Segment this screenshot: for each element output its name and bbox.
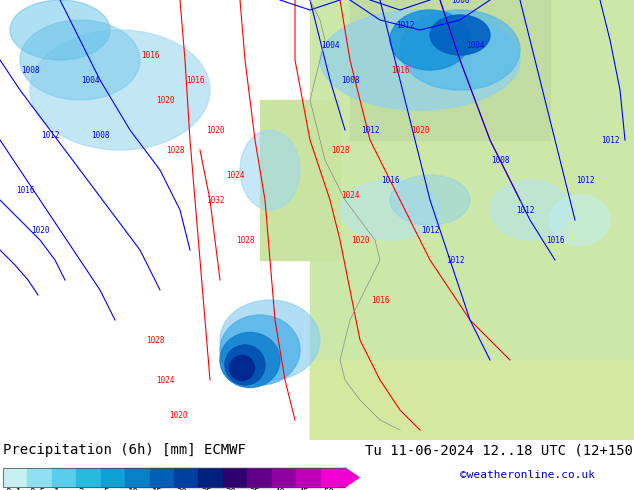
Text: 1008: 1008 — [491, 155, 509, 165]
Text: 1012: 1012 — [41, 130, 59, 140]
Text: 1012: 1012 — [421, 225, 439, 235]
Text: 1028: 1028 — [165, 146, 184, 154]
Text: 1008: 1008 — [91, 130, 109, 140]
Ellipse shape — [220, 333, 280, 388]
Ellipse shape — [220, 315, 300, 385]
Text: 1: 1 — [55, 488, 60, 490]
Ellipse shape — [10, 0, 110, 60]
Bar — [101, 468, 125, 487]
Bar — [198, 468, 223, 487]
Text: 1028: 1028 — [146, 336, 164, 344]
Bar — [3, 468, 345, 487]
Text: 1016: 1016 — [141, 50, 159, 59]
Text: 1028: 1028 — [331, 146, 349, 154]
Polygon shape — [345, 468, 359, 487]
Text: 1016: 1016 — [186, 75, 204, 84]
Ellipse shape — [230, 356, 254, 381]
Text: 10: 10 — [127, 488, 138, 490]
Bar — [272, 468, 296, 487]
Ellipse shape — [550, 195, 610, 245]
Text: 1020: 1020 — [31, 225, 49, 235]
Bar — [310, 360, 634, 440]
Ellipse shape — [240, 130, 300, 210]
Bar — [321, 468, 345, 487]
Text: Precipitation (6h) [mm] ECMWF: Precipitation (6h) [mm] ECMWF — [3, 443, 246, 457]
Text: 50: 50 — [323, 488, 333, 490]
Text: 1016: 1016 — [16, 186, 34, 195]
Text: 1020: 1020 — [156, 96, 174, 104]
Text: 5: 5 — [103, 488, 108, 490]
Ellipse shape — [400, 10, 520, 90]
Bar — [125, 468, 150, 487]
Ellipse shape — [320, 10, 520, 110]
Ellipse shape — [220, 300, 320, 380]
Text: 15: 15 — [152, 488, 163, 490]
Text: 1012: 1012 — [396, 21, 414, 29]
Text: 1016: 1016 — [381, 175, 399, 185]
Text: 1012: 1012 — [601, 136, 619, 145]
Ellipse shape — [20, 20, 140, 100]
Ellipse shape — [30, 30, 210, 150]
Ellipse shape — [225, 345, 265, 385]
Text: 1020: 1020 — [411, 125, 429, 134]
Text: 1020: 1020 — [169, 411, 187, 419]
Text: 1012: 1012 — [576, 175, 594, 185]
Bar — [150, 468, 174, 487]
Text: 1004: 1004 — [466, 41, 484, 49]
Ellipse shape — [430, 15, 490, 55]
Bar — [247, 468, 272, 487]
Text: 1012: 1012 — [446, 255, 464, 265]
Text: 1016: 1016 — [371, 295, 389, 304]
Text: 1004: 1004 — [81, 75, 100, 84]
Text: 1012: 1012 — [361, 125, 379, 134]
Bar — [174, 468, 198, 487]
Text: 1024: 1024 — [340, 191, 359, 199]
Text: 35: 35 — [250, 488, 261, 490]
Bar — [223, 468, 247, 487]
Bar — [27, 468, 52, 487]
Ellipse shape — [390, 175, 470, 225]
Ellipse shape — [340, 180, 440, 240]
Text: 1016: 1016 — [546, 236, 564, 245]
Ellipse shape — [390, 10, 470, 70]
Text: ©weatheronline.co.uk: ©weatheronline.co.uk — [460, 470, 595, 480]
Text: 1032: 1032 — [206, 196, 224, 204]
Ellipse shape — [490, 180, 570, 240]
Text: 45: 45 — [299, 488, 309, 490]
Text: 1024: 1024 — [156, 375, 174, 385]
Text: 1028: 1028 — [236, 236, 254, 245]
Bar — [260, 100, 340, 260]
Bar — [350, 0, 550, 140]
Bar — [3, 468, 27, 487]
Text: 30: 30 — [225, 488, 236, 490]
Text: 1008: 1008 — [21, 66, 39, 74]
Text: 1020: 1020 — [206, 125, 224, 134]
Text: 20: 20 — [176, 488, 187, 490]
Text: 2: 2 — [79, 488, 84, 490]
Text: 1024: 1024 — [226, 171, 244, 179]
Text: 1020: 1020 — [351, 236, 369, 245]
Bar — [52, 468, 76, 487]
Bar — [310, 0, 634, 440]
Text: 1008: 1008 — [340, 75, 359, 84]
Text: 1016: 1016 — [391, 66, 410, 74]
Text: 40: 40 — [274, 488, 285, 490]
Text: 1008: 1008 — [451, 0, 469, 4]
Text: 0.1: 0.1 — [6, 488, 22, 490]
Text: 1004: 1004 — [321, 41, 339, 49]
Text: 0.5: 0.5 — [30, 488, 46, 490]
Text: 25: 25 — [201, 488, 212, 490]
Bar — [76, 468, 101, 487]
Text: Tu 11-06-2024 12..18 UTC (12+150): Tu 11-06-2024 12..18 UTC (12+150) — [365, 443, 634, 457]
Bar — [296, 468, 321, 487]
Text: 1012: 1012 — [515, 205, 534, 215]
